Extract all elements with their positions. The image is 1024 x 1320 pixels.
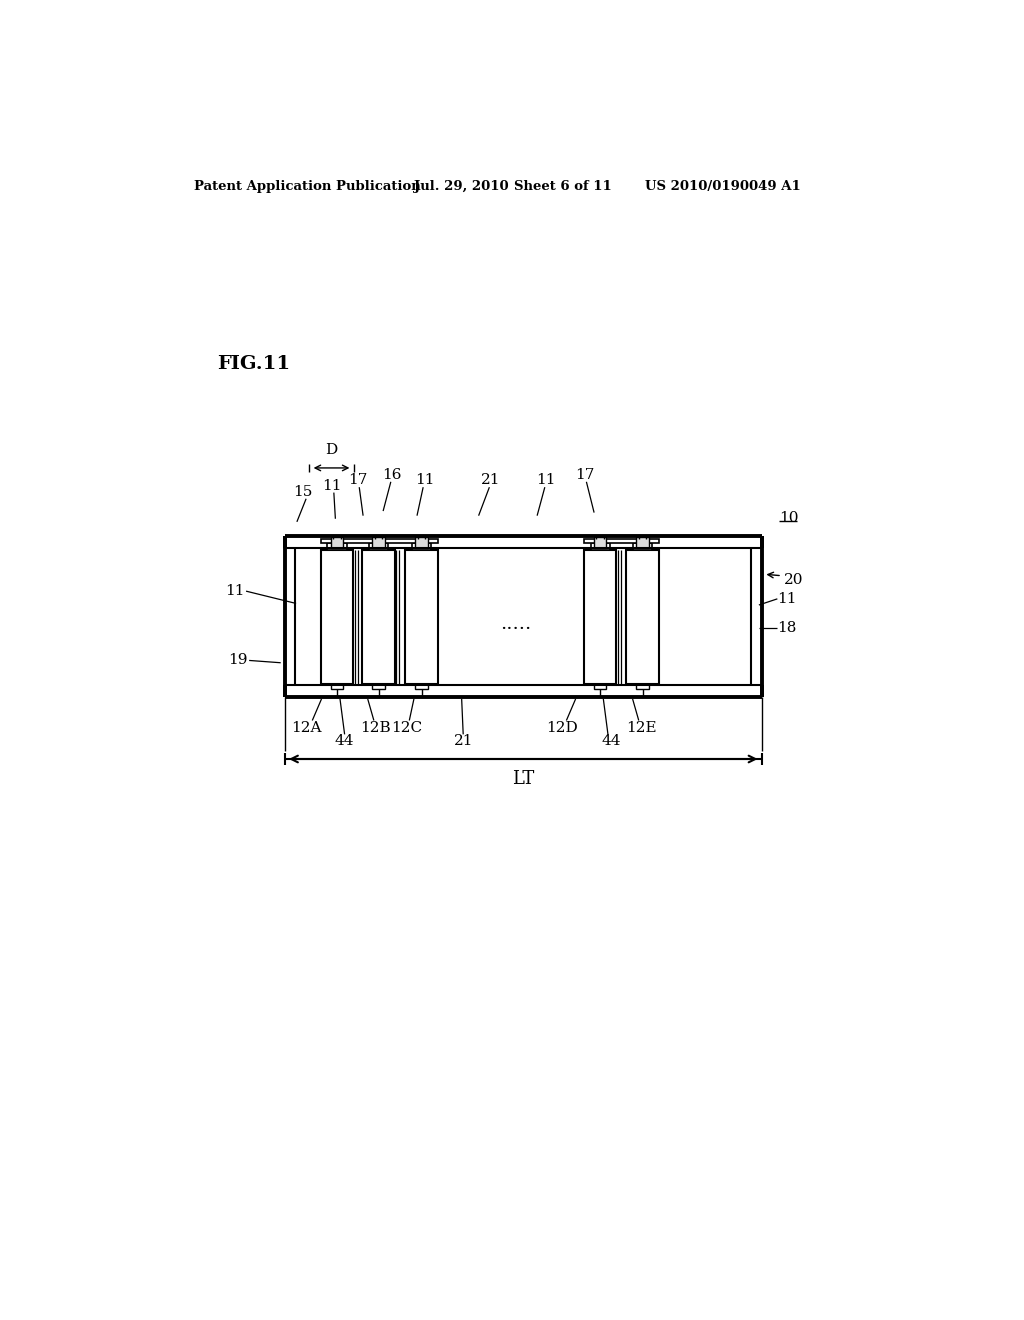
Text: 19: 19 (228, 653, 248, 668)
Text: 12A: 12A (291, 721, 322, 734)
Text: FIG.11: FIG.11 (217, 355, 290, 372)
Bar (373, 537, 385, 548)
Bar (412, 544, 431, 549)
Text: US 2010/0190049 A1: US 2010/0190049 A1 (645, 181, 801, 194)
Text: 10: 10 (779, 511, 799, 525)
Text: 20: 20 (783, 573, 803, 586)
Bar (416, 684, 428, 689)
Bar (321, 539, 438, 544)
Bar (594, 684, 606, 689)
Bar (637, 684, 649, 689)
Text: 21: 21 (454, 734, 473, 748)
Bar (328, 544, 346, 549)
Text: .....: ..... (500, 615, 531, 634)
Text: 11: 11 (323, 479, 342, 492)
Bar (373, 684, 385, 689)
Text: 18: 18 (777, 622, 797, 635)
Bar (331, 537, 343, 548)
Text: 17: 17 (348, 473, 368, 487)
Bar (627, 549, 658, 684)
Bar (633, 544, 652, 549)
Bar (321, 549, 353, 684)
Text: 17: 17 (575, 467, 595, 482)
Text: Sheet 6 of 11: Sheet 6 of 11 (514, 181, 611, 194)
Text: 12E: 12E (627, 721, 657, 734)
Bar (594, 537, 606, 548)
Text: 11: 11 (225, 585, 245, 598)
Text: D: D (326, 444, 338, 457)
Bar (584, 549, 616, 684)
Text: 44: 44 (335, 734, 354, 748)
Text: 15: 15 (293, 484, 312, 499)
Text: 44: 44 (601, 734, 621, 748)
Bar (416, 537, 428, 548)
Bar (406, 549, 438, 684)
Text: 11: 11 (415, 473, 434, 487)
Text: 12C: 12C (391, 721, 422, 734)
Bar (331, 684, 343, 689)
Text: 12B: 12B (360, 721, 391, 734)
Text: 11: 11 (537, 473, 556, 487)
Bar (584, 539, 658, 544)
Text: Patent Application Publication: Patent Application Publication (194, 181, 421, 194)
Text: 21: 21 (481, 473, 501, 487)
Text: LT: LT (512, 770, 535, 788)
Text: 11: 11 (777, 591, 797, 606)
Bar (369, 544, 388, 549)
Bar (362, 549, 394, 684)
Text: Jul. 29, 2010: Jul. 29, 2010 (414, 181, 509, 194)
Text: 12D: 12D (546, 721, 578, 734)
Bar (637, 537, 649, 548)
Bar (591, 544, 610, 549)
Text: 16: 16 (383, 467, 402, 482)
